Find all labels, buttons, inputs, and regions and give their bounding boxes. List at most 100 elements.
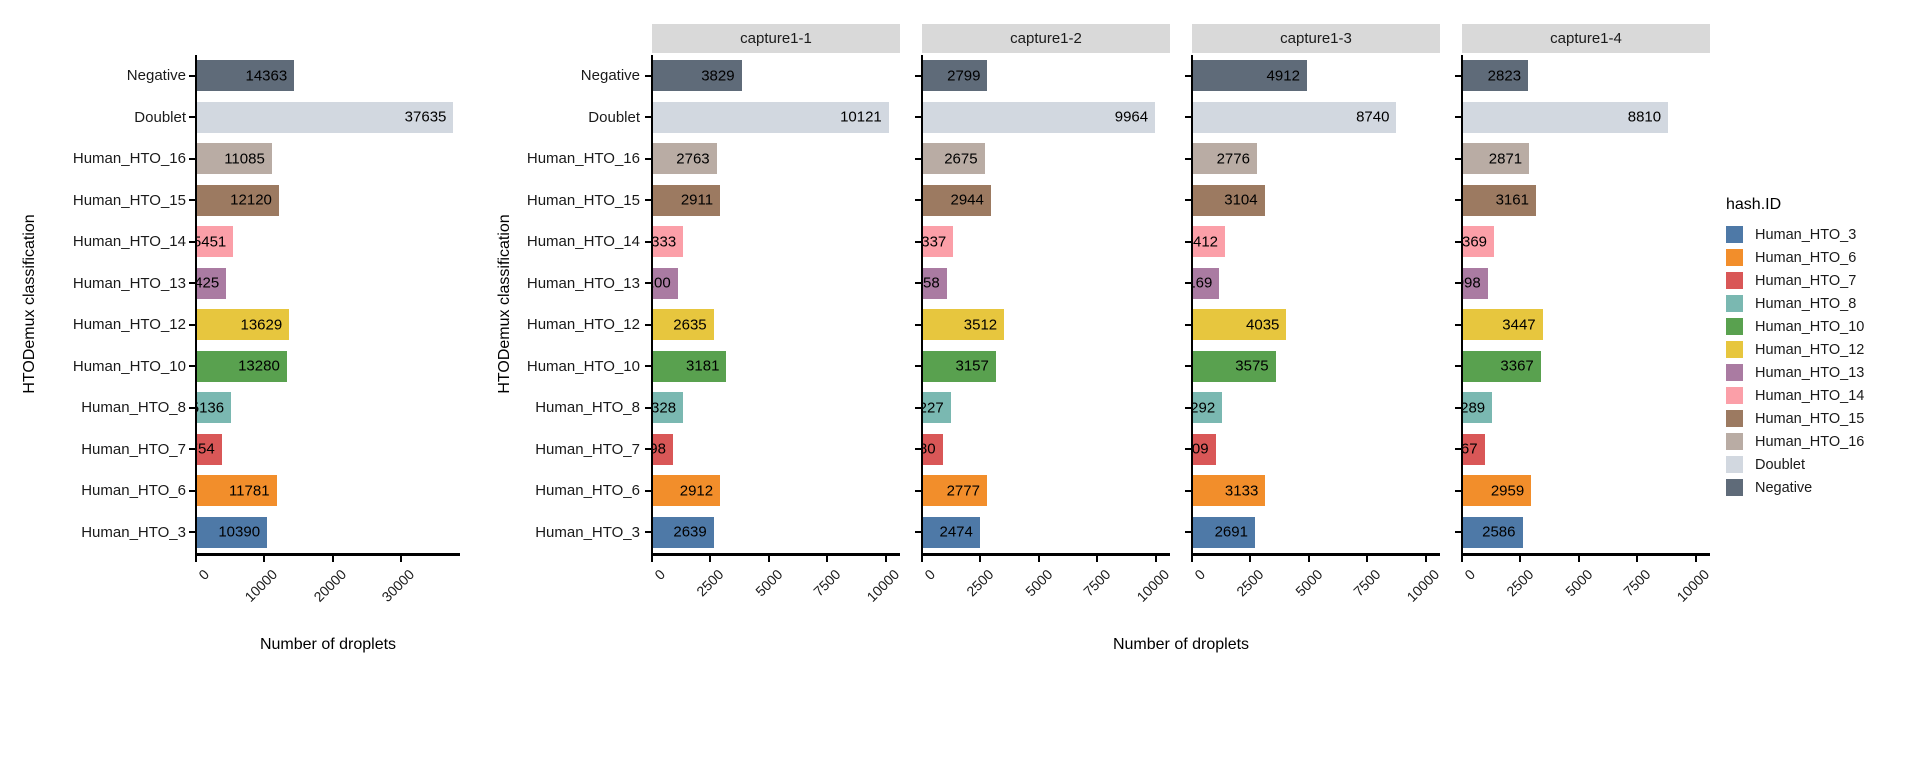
y-tick-mark	[915, 448, 921, 451]
x-tick-mark	[921, 555, 923, 562]
y-tick-mark	[1455, 531, 1461, 534]
bar-value-label: 3754	[196, 440, 215, 458]
bar-value-label: 1009	[1192, 440, 1209, 458]
y-tick-mark	[189, 489, 195, 492]
x-tick-label: 10000	[241, 566, 281, 605]
y-tick-mark	[189, 199, 195, 202]
x-tick-mark	[1037, 555, 1040, 562]
bar-Human_HTO_13: 1100	[652, 267, 678, 299]
bar-value-label: 1412	[1192, 233, 1219, 251]
x-tick-mark	[1694, 555, 1697, 562]
bar-Doublet: 10121	[652, 101, 889, 133]
facet-strip-capture1-3: capture1-3	[1192, 24, 1440, 53]
y-axis-label-Human_HTO_3: Human_HTO_3	[535, 523, 640, 541]
bar-Negative: 3829	[652, 60, 742, 92]
bar-Human_HTO_8: 1227	[922, 392, 951, 424]
y-tick-mark	[1455, 365, 1461, 368]
left-plot-y-axis-title: HTODemux classification	[21, 214, 38, 394]
y-tick-mark	[915, 74, 921, 77]
y-tick-mark	[189, 282, 195, 285]
y-axis-label-Doublet: Doublet	[588, 108, 640, 126]
x-tick-mark	[1307, 555, 1310, 562]
legend-label: Human_HTO_16	[1755, 433, 1865, 450]
x-tick-mark	[1519, 555, 1522, 562]
y-tick-mark	[189, 240, 195, 243]
bar-Human_HTO_10: 3367	[1462, 350, 1541, 382]
facet-strip-capture1-4: capture1-4	[1462, 24, 1710, 53]
y-tick-mark	[915, 365, 921, 368]
bar-Human_HTO_6: 2912	[652, 475, 721, 507]
legend: hash.ID Human_HTO_3 Human_HTO_6 Human_HTO_…	[1726, 196, 1864, 502]
bar-value-label: 2763	[676, 150, 710, 168]
x-tick-label: 5000	[1561, 566, 1596, 600]
legend-item-Human_HTO_8: Human_HTO_8	[1726, 295, 1864, 312]
bar-value-label: 9964	[1114, 108, 1149, 126]
facet-strip-capture1-2: capture1-2	[922, 24, 1170, 53]
bar-Human_HTO_14: 5451	[196, 226, 234, 258]
bar-Human_HTO_8: 1289	[1462, 392, 1493, 424]
bar-value-label: 2871	[1488, 150, 1523, 168]
legend-label: Human_HTO_15	[1755, 410, 1865, 427]
x-tick-label: 5000	[1291, 566, 1326, 600]
y-tick-mark	[915, 199, 921, 202]
bar-value-label: 11085	[224, 150, 265, 168]
bar-value-label: 2823	[1487, 67, 1522, 85]
legend-item-Human_HTO_14: Human_HTO_14	[1726, 387, 1864, 404]
y-axis-label-Human_HTO_16: Human_HTO_16	[72, 150, 186, 167]
x-tick-mark	[1461, 555, 1463, 562]
y-tick-mark	[1455, 406, 1461, 409]
legend-label: Negative	[1755, 479, 1813, 496]
y-axis-label-Human_HTO_16: Human_HTO_16	[526, 150, 640, 167]
legend-swatch	[1726, 295, 1743, 312]
bar-Human_HTO_7: 3754	[196, 433, 222, 465]
x-tick-mark	[195, 555, 197, 562]
y-tick-mark	[1185, 157, 1191, 160]
legend-label: Human_HTO_7	[1755, 272, 1857, 289]
bar-Human_HTO_14: 1412	[1192, 226, 1226, 258]
y-axis-label-Human_HTO_12: Human_HTO_12	[72, 316, 186, 333]
y-axis-label-Human_HTO_10: Human_HTO_10	[72, 357, 186, 375]
y-axis-line	[920, 55, 924, 556]
bar-value-label: 2777	[946, 482, 980, 500]
y-axis-label-Doublet: Doublet	[134, 108, 186, 126]
bar-value-label: 3512	[963, 316, 998, 334]
x-tick-label: 5000	[751, 566, 786, 600]
y-tick-mark	[1185, 489, 1191, 492]
bar-value-label: 3157	[955, 357, 989, 375]
x-tick-label: 7500	[1620, 566, 1654, 600]
facet-plot-x-axis-title: Number of droplets	[1112, 636, 1250, 653]
y-tick-mark	[915, 323, 921, 326]
y-tick-mark	[1185, 406, 1191, 409]
x-tick-label: 10000	[1133, 566, 1173, 605]
x-tick-mark	[709, 555, 712, 562]
y-axis-label-Human_HTO_6: Human_HTO_6	[535, 482, 640, 499]
bar-value-label: 2474	[939, 523, 973, 541]
x-axis-line	[1460, 553, 1710, 556]
bar-value-label: 1100	[652, 274, 671, 292]
bar-Human_HTO_13: 1098	[1462, 267, 1488, 299]
bar-value-label: 14363	[245, 67, 288, 85]
legend-item-Human_HTO_16: Human_HTO_16	[1726, 433, 1864, 450]
bar-value-label: 3447	[1502, 316, 1536, 334]
x-tick-mark	[1249, 555, 1252, 562]
x-tick-label: 7500	[1350, 566, 1384, 600]
bar-Human_HTO_6: 2959	[1462, 475, 1532, 507]
legend-item-Human_HTO_10: Human_HTO_10	[1726, 318, 1864, 335]
bar-value-label: 1098	[1462, 274, 1481, 292]
bar-Human_HTO_12: 4035	[1192, 309, 1287, 341]
bar-value-label: 2944	[950, 191, 984, 209]
legend-swatch	[1726, 272, 1743, 289]
legend-swatch	[1726, 249, 1743, 266]
y-tick-mark	[189, 323, 195, 326]
y-tick-mark	[645, 406, 651, 409]
bar-Human_HTO_10: 3575	[1192, 350, 1276, 382]
y-axis-label-Human_HTO_15: Human_HTO_15	[526, 191, 640, 209]
legend-label: Human_HTO_10	[1755, 318, 1865, 335]
bar-Human_HTO_7: 880	[922, 433, 943, 465]
bar-Human_HTO_15: 2911	[652, 184, 721, 216]
y-axis-label-Human_HTO_15: Human_HTO_15	[72, 191, 186, 209]
x-tick-label: 10000	[1403, 566, 1443, 605]
